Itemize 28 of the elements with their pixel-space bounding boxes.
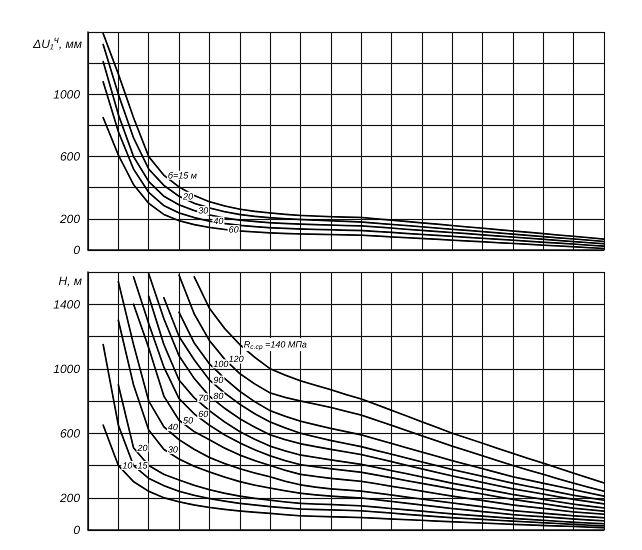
- y-tick-label: 600: [60, 426, 80, 440]
- y-tick-label: 1000: [53, 362, 80, 376]
- series-label: 30: [168, 444, 178, 454]
- series-label: 40: [168, 422, 178, 432]
- series-label: 60: [228, 224, 239, 234]
- y-tick-label: 1000: [53, 87, 80, 102]
- series-label: 40: [213, 216, 224, 226]
- series-label: 50: [183, 415, 194, 426]
- series-label: 20: [136, 442, 148, 453]
- series-label: 100: [213, 358, 228, 369]
- series-label: 120: [228, 354, 244, 364]
- series-label: 80: [213, 391, 224, 402]
- y-axis-title: H, м: [57, 274, 82, 288]
- series-label: 10: [122, 460, 132, 470]
- y-tick-label: 0: [73, 243, 80, 257]
- series-label: 90: [213, 375, 224, 386]
- y-tick-label: 200: [58, 212, 80, 226]
- series-label: 15: [138, 460, 149, 470]
- series-label: б=15 м: [168, 170, 197, 180]
- y-tick-label: 200: [58, 490, 80, 505]
- y-tick-label: 1400: [53, 297, 80, 312]
- series-label: 20: [182, 191, 194, 202]
- series-label: 70: [198, 392, 208, 403]
- y-tick-label: 0: [73, 523, 80, 537]
- y-axis-title: ΔU₁$^{ч}$, мм: [32, 34, 82, 51]
- y-tick-label: 600: [60, 150, 80, 164]
- series-label: 30: [198, 206, 208, 216]
- series-label: 60: [198, 408, 208, 419]
